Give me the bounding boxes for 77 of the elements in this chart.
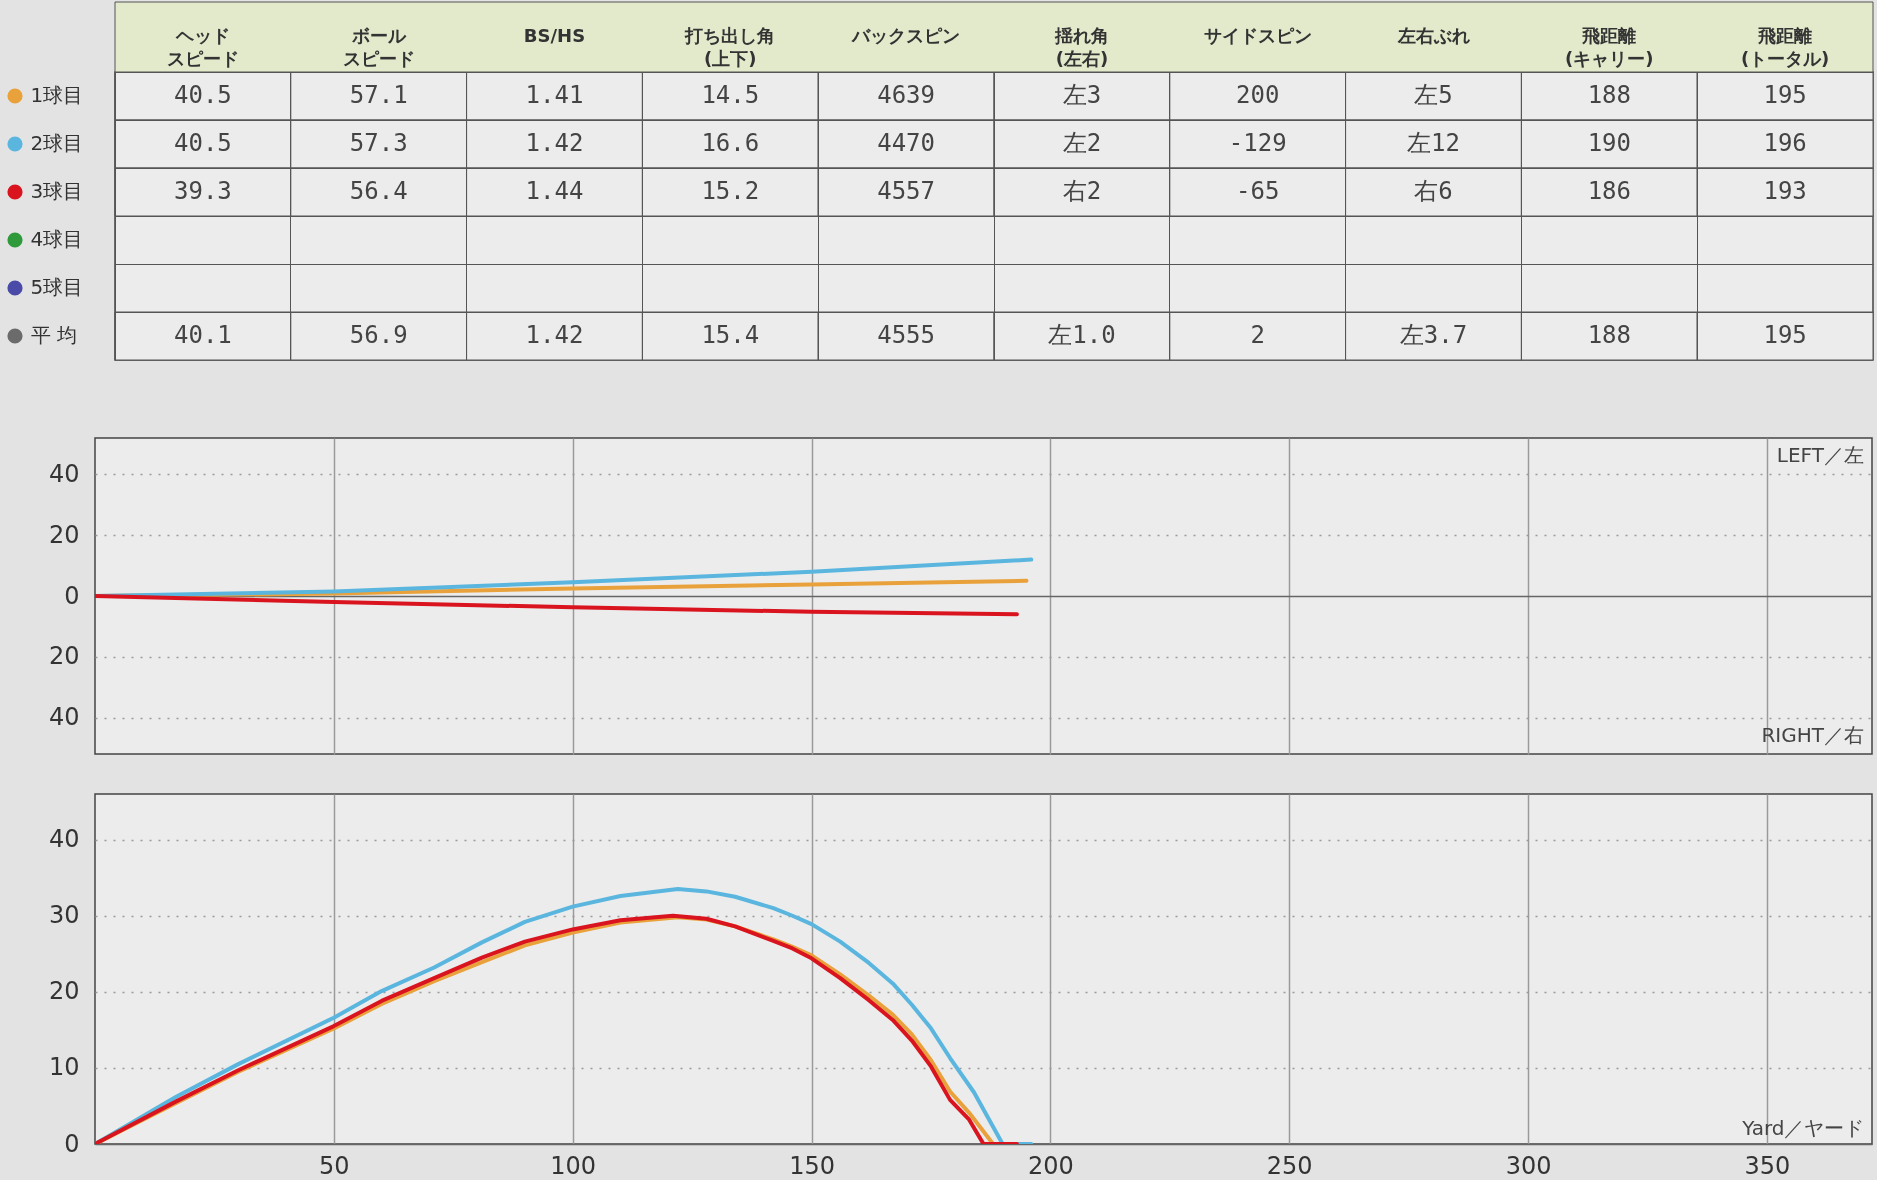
- y-tick-label: 平 均: [30, 323, 77, 347]
- text: 右6: [1414, 177, 1453, 205]
- text: 右2: [1062, 177, 1102, 205]
- y-tick-label: 1球目: [30, 83, 84, 107]
- data-label: -65: [1236, 177, 1280, 205]
- annotation: LEFT／左: [1776, 443, 1864, 467]
- data-label: 1.44: [525, 177, 584, 205]
- y-tick-label: 4球目: [30, 227, 84, 251]
- y-tick-label: 3球目: [30, 179, 84, 203]
- x-tick-label: 150: [789, 1151, 835, 1180]
- y-tick-label: 40: [48, 459, 80, 488]
- y-tick-label: 40: [48, 825, 80, 854]
- data-label: 4639: [877, 81, 935, 109]
- data-label: 15.4: [701, 321, 760, 349]
- data-label: 40.1: [174, 321, 232, 349]
- data-label: 195: [1763, 321, 1807, 349]
- data-label: 40.5: [174, 81, 232, 109]
- y-tick-label: 2球目: [30, 131, 84, 155]
- y-tick-label: 20: [48, 642, 80, 671]
- data-label: 40.5: [174, 129, 232, 157]
- data-label: 193: [1763, 177, 1807, 205]
- x-tick-label: 打ち出し角 (上下): [684, 24, 776, 69]
- data-label: 196: [1763, 129, 1807, 157]
- text: 左3.7: [1399, 321, 1468, 349]
- annotation: RIGHT／右: [1761, 723, 1864, 747]
- data-label: 190: [1587, 129, 1631, 157]
- data-label: 1.42: [525, 129, 584, 157]
- data-label: 56.4: [349, 177, 408, 205]
- x-tick-label: 100: [550, 1151, 597, 1180]
- data-label: 200: [1236, 81, 1280, 109]
- data-label: -129: [1228, 129, 1287, 157]
- y-tick-label: 20: [48, 520, 80, 549]
- data-label: 195: [1763, 81, 1807, 109]
- y-tick-label: 0: [64, 581, 80, 610]
- data-label: 39.3: [174, 177, 232, 205]
- data-label: 14.5: [701, 81, 760, 109]
- y-tick-label: 0: [64, 1129, 80, 1158]
- y-tick-label: 40: [48, 703, 80, 732]
- x-tick-label: 揺れ角 (左右): [1053, 24, 1109, 69]
- x-tick-label: 50: [319, 1151, 350, 1180]
- data-label: 4557: [877, 177, 935, 205]
- data-label: 57.3: [349, 129, 408, 157]
- text: 左1.0: [1048, 321, 1116, 349]
- line-series: [95, 594, 1019, 617]
- data-label: 57.1: [349, 81, 408, 109]
- y-tick-label: 5球目: [30, 275, 84, 299]
- x-tick-label: 250: [1266, 1151, 1313, 1180]
- y-tick-label: 30: [48, 901, 80, 930]
- x-tick-label: 200: [1027, 1151, 1074, 1180]
- x-tick-label: 飛距離 (キャリー): [1565, 24, 1654, 69]
- text: 左12: [1407, 129, 1460, 157]
- x-tick-label: 350: [1744, 1151, 1791, 1180]
- data-label: 4555: [877, 321, 935, 349]
- data-label: 56.9: [349, 321, 408, 349]
- text: 左2: [1062, 129, 1102, 157]
- x-tick-label: 300: [1505, 1151, 1552, 1180]
- data-label: 1.42: [525, 321, 584, 349]
- data-label: 1.41: [525, 81, 584, 109]
- data-label: 4470: [877, 129, 935, 157]
- y-tick-label: 10: [48, 1053, 80, 1082]
- x-tick-label: サイドスピン: [1203, 24, 1312, 46]
- data-label: 2: [1250, 321, 1265, 349]
- data-label: 16.6: [701, 129, 760, 157]
- x-tick-label: バックスピン: [851, 24, 961, 46]
- x-tick-label: 飛距離 (トータル): [1740, 24, 1830, 69]
- x-axis-title: Yard／ヤード: [1741, 1115, 1865, 1140]
- data-label: 186: [1587, 177, 1631, 205]
- x-tick-label: ボールスピード: [342, 24, 415, 69]
- data-label: 188: [1587, 81, 1631, 109]
- x-tick-label: BS/HS: [523, 24, 586, 46]
- text: 左3: [1062, 81, 1102, 109]
- x-tick-label: ヘッドスピード: [166, 24, 239, 69]
- y-tick-label: 20: [48, 977, 80, 1006]
- text: 左5: [1414, 81, 1453, 109]
- data-label: 15.2: [701, 177, 760, 205]
- data-label: 188: [1587, 321, 1631, 349]
- x-tick-label: 左右ぶれ: [1396, 24, 1470, 46]
